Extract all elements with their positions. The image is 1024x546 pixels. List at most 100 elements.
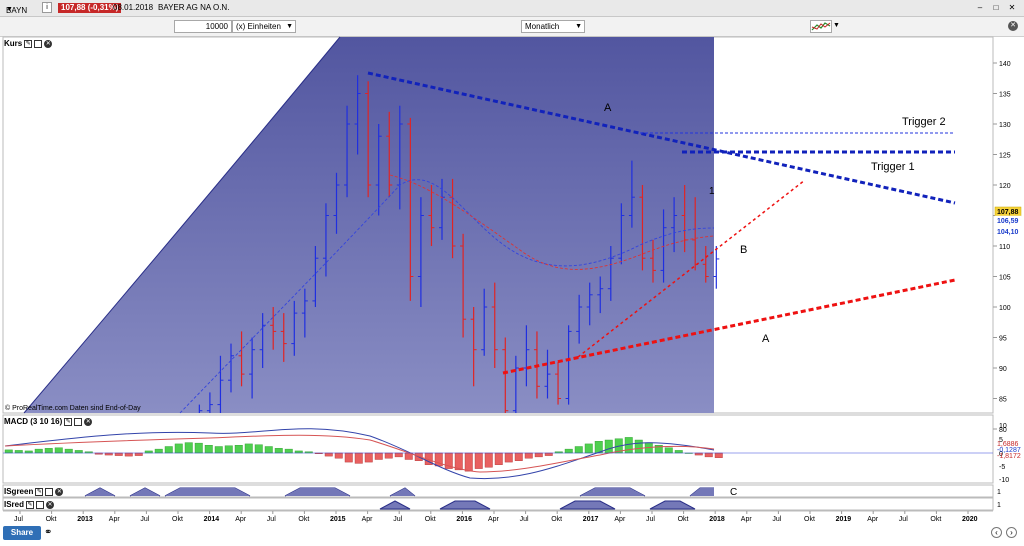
macd-bar	[344, 452, 353, 463]
macd-bar	[574, 446, 583, 454]
time-tick-label: Jul	[140, 516, 149, 523]
close-chart-icon[interactable]: ✕	[1008, 21, 1018, 31]
price-bar	[576, 294, 583, 344]
macd-bar	[74, 450, 83, 454]
toolbar: 10000 (x) Einheiten ▼ Monatlich ▼ ▼ ✕	[0, 17, 1024, 37]
chevron-down-icon[interactable]: ▼	[833, 22, 840, 29]
price-bar	[523, 325, 530, 387]
price-bar	[639, 185, 646, 271]
macd-bar	[674, 450, 683, 454]
minimize-button[interactable]: –	[977, 3, 983, 12]
macd-bar	[284, 448, 293, 454]
price-tick-label: 80	[999, 427, 1007, 434]
time-tick-label: Okt	[172, 516, 183, 523]
macd-bar	[254, 444, 263, 454]
price-bar	[512, 355, 519, 413]
macd-bar	[364, 452, 373, 463]
macd-tick-label: 10	[999, 423, 1007, 430]
annotation-trigger2: Trigger 2	[902, 116, 946, 128]
time-tick-label: Apr	[867, 516, 879, 523]
window-icon[interactable]	[74, 417, 83, 426]
symbol-label: BAYN	[6, 6, 28, 15]
time-tick-label: Apr	[109, 516, 121, 523]
maximize-button[interactable]: □	[993, 3, 999, 12]
close-icon[interactable]: ✕	[44, 39, 53, 48]
price-badge: 104,10	[994, 226, 1022, 237]
price-badge: 107,88	[994, 206, 1022, 217]
band-upper-line	[23, 36, 341, 414]
line-chart-icon	[811, 22, 831, 31]
time-tick-label: Jul	[393, 516, 402, 523]
nav-prev-icon[interactable]: ‹	[991, 527, 1002, 538]
wrench-icon[interactable]: ✎	[24, 39, 33, 48]
price-bar	[565, 325, 572, 405]
wrench-icon[interactable]: ✎	[35, 487, 44, 496]
time-tick-label: Okt	[551, 516, 562, 523]
macd-tick-label: -5	[999, 464, 1005, 471]
price-bars	[198, 75, 720, 413]
price-bar	[713, 246, 720, 289]
macd-bar	[24, 450, 33, 454]
annotation-a-bottom: A	[762, 333, 770, 345]
macd-bar	[494, 452, 503, 465]
window-icon[interactable]	[36, 500, 45, 509]
time-tick-label: Apr	[614, 516, 626, 523]
trendline-a-upper	[367, 71, 956, 205]
macd-badge-text: -0,1287	[997, 447, 1021, 454]
share-button[interactable]: Share	[3, 526, 41, 540]
isgreen-wave	[84, 487, 714, 497]
macd-bar	[184, 442, 193, 454]
macd-bar	[224, 445, 233, 454]
macd-bar	[504, 452, 513, 463]
close-icon[interactable]: ✕	[46, 500, 55, 509]
nav-next-icon[interactable]: ›	[1006, 527, 1017, 538]
price-bar	[702, 246, 709, 283]
price-panel-title: Kurs	[4, 39, 23, 48]
macd-bar	[134, 452, 143, 456]
unit-select[interactable]: (x) Einheiten ▼	[232, 20, 296, 33]
price-bar	[417, 197, 424, 307]
price-bar	[333, 172, 340, 234]
price-bar	[407, 117, 414, 301]
price-bar	[291, 300, 298, 356]
price-bar	[249, 337, 256, 399]
quantity-input[interactable]: 10000	[174, 20, 232, 33]
title-bar: ▼ BAYN i 107,88 (-0,31%) 08.01.2018 BAYER…	[0, 0, 1024, 17]
macd-bar	[154, 448, 163, 454]
price-badge-text: 104,10	[997, 229, 1019, 236]
macd-bar	[564, 448, 573, 454]
macd-bar	[324, 452, 333, 457]
close-button[interactable]: ✕	[1008, 3, 1016, 12]
macd-bar	[394, 452, 403, 458]
wrench-icon[interactable]: ✎	[26, 500, 35, 509]
macd-bar	[4, 449, 13, 454]
macd-bar	[454, 452, 463, 471]
window-icon[interactable]	[34, 39, 43, 48]
link-icon[interactable]: ⚭	[44, 527, 53, 538]
close-icon[interactable]: ✕	[55, 487, 64, 496]
macd-bar	[294, 450, 303, 454]
window-icon[interactable]	[45, 487, 54, 496]
wrench-icon[interactable]: ✎	[64, 417, 73, 426]
macd-bar	[194, 442, 203, 454]
macd-badge-text: 1,6886	[997, 441, 1019, 448]
info-icon[interactable]: i	[42, 2, 52, 13]
time-tick-label: Jul	[772, 516, 781, 523]
time-tick-label: Apr	[741, 516, 753, 523]
chevron-down-icon: ▼	[6, 6, 13, 13]
price-tick-label: 85	[999, 397, 1007, 404]
close-icon[interactable]: ✕	[84, 417, 93, 426]
macd-bar	[114, 452, 123, 456]
time-tick-label: 2015	[330, 516, 346, 523]
macd-panel-label: MACD (3 10 16) ✎ ✕	[4, 417, 93, 426]
chart-type-button[interactable]	[810, 20, 832, 33]
macd-bar	[214, 446, 223, 454]
time-tick-label: 2013	[77, 516, 93, 523]
price-tick-label: 140	[999, 61, 1011, 68]
price-bar	[365, 81, 372, 198]
macd-bar	[264, 446, 273, 454]
period-select[interactable]: Monatlich ▼	[521, 20, 585, 33]
time-tick-label: Apr	[362, 516, 374, 523]
price-band-area	[24, 37, 714, 413]
